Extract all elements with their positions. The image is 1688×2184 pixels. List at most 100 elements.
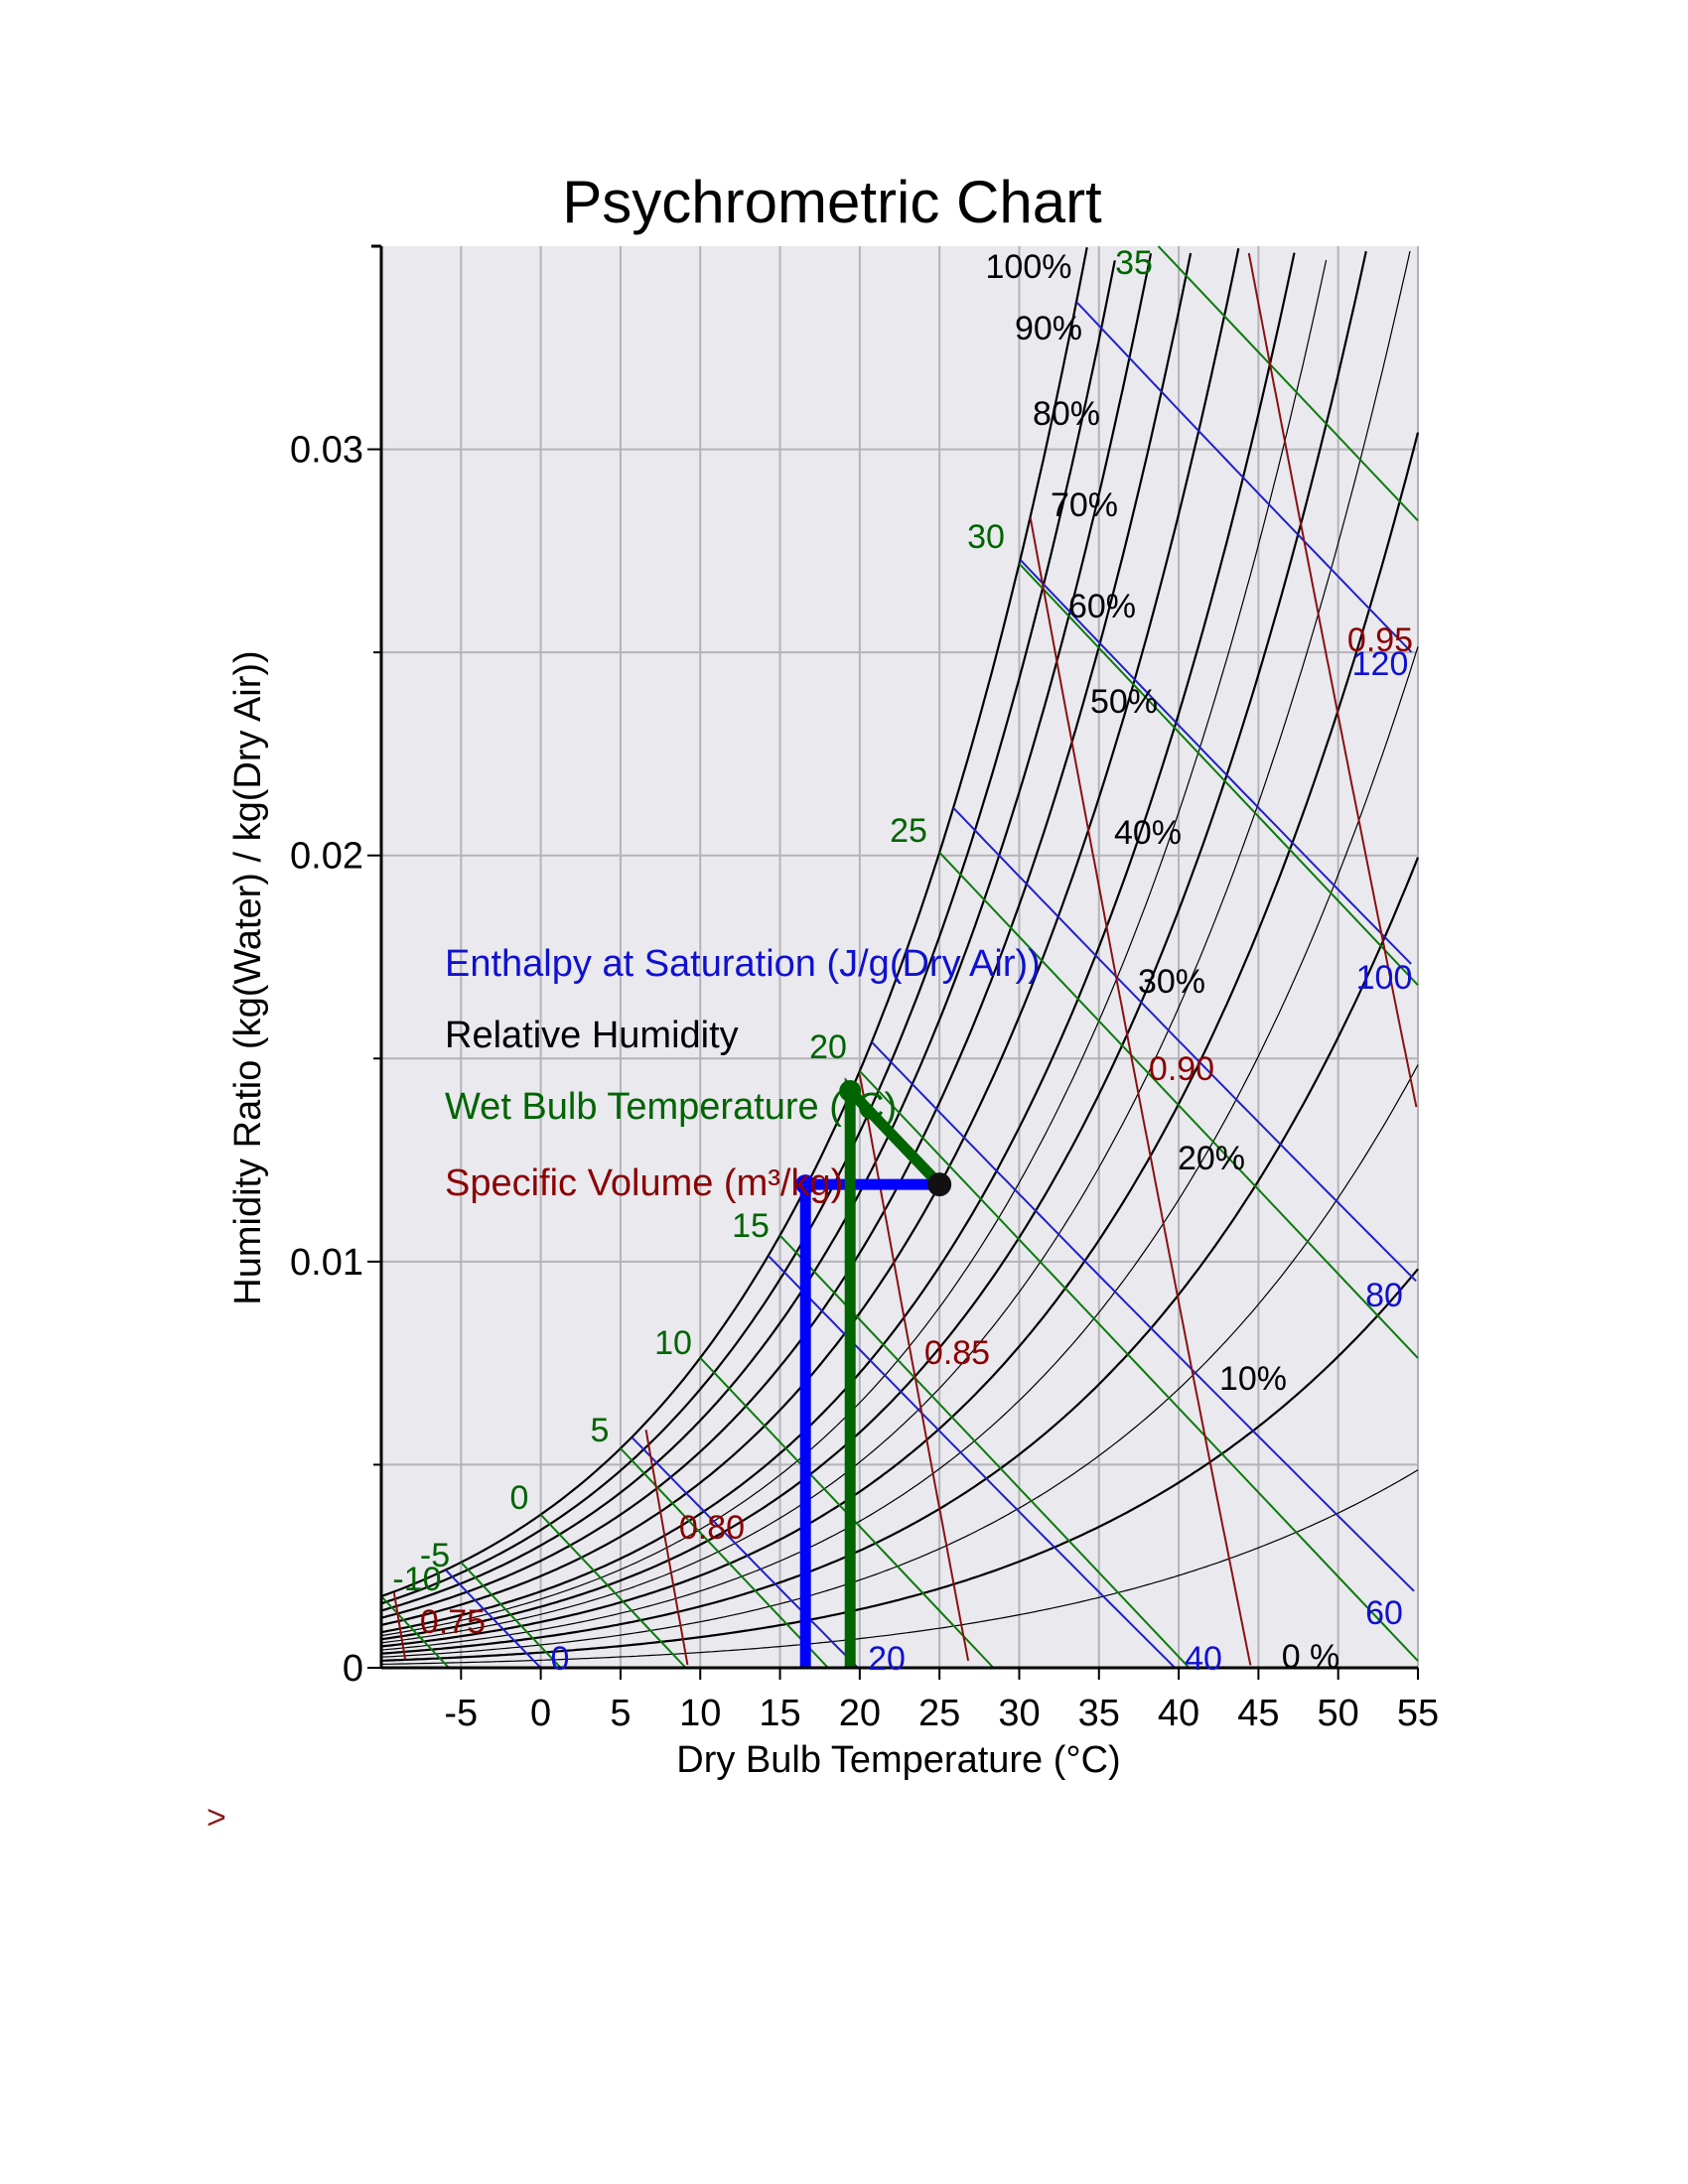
enthalpy-label: 100 (1356, 959, 1413, 997)
enthalpy-label: 120 (1352, 645, 1409, 683)
enthalpy-label: 0 (551, 1640, 570, 1678)
rh-curve-minor (380, 250, 1411, 1644)
wet-bulb-line-35 (1157, 245, 1419, 522)
x-tick-label: 15 (759, 1693, 800, 1734)
wet-bulb-label: 35 (1115, 244, 1153, 282)
x-tick-label: 0 (530, 1693, 551, 1734)
legend-wet-bulb: Wet Bulb Temperature (°C) (445, 1086, 897, 1128)
enthalpy-line-20 (631, 1436, 859, 1669)
enthalpy-line-40 (768, 1255, 1176, 1669)
grid (381, 246, 1419, 1668)
legend-enthalpy: Enthalpy at Saturation (J/g(Dry Air)) (445, 943, 1041, 985)
rh-curve-80 (380, 253, 1153, 1612)
curve-layer (380, 245, 1420, 1669)
y-tick-label: 0.02 (290, 836, 363, 878)
rh-curve-90 (380, 260, 1116, 1605)
wet-bulb-label: 15 (732, 1207, 770, 1245)
chart-title: Psychrometric Chart (562, 169, 1102, 235)
enthalpy-label: 60 (1365, 1594, 1403, 1632)
enthalpy-line-120 (1075, 301, 1413, 653)
x-tick-label: -5 (444, 1693, 478, 1734)
rh-label: 100% (986, 248, 1072, 286)
wet-bulb-label: 25 (890, 812, 927, 850)
rh-label: 80% (1033, 395, 1100, 433)
rh-curve-70 (380, 252, 1193, 1619)
prompt-symbol: > (207, 1799, 226, 1837)
specific-volume-label: 0.75 (420, 1603, 486, 1641)
y-tick-label: 0.03 (290, 430, 363, 472)
rh-curve-20 (380, 857, 1420, 1655)
specific-volume-line-0.85 (858, 1074, 970, 1662)
specific-volume-line-0.95 (1247, 252, 1418, 1108)
x-tick-label: 25 (918, 1693, 960, 1734)
rh-label: 90% (1015, 310, 1082, 347)
legend: Enthalpy at Saturation (J/g(Dry Air)) Re… (445, 943, 1041, 1204)
x-axis-label: Dry Bulb Temperature (°C) (676, 1739, 1120, 1781)
wet-bulb-line-20 (859, 1070, 1419, 1662)
x-tick-label: 35 (1078, 1693, 1120, 1734)
rh-label: 30% (1138, 963, 1205, 1001)
x-tick-label: 5 (610, 1693, 631, 1734)
rh-label: 10% (1219, 1360, 1287, 1398)
process-path-layer (795, 1077, 952, 1668)
rh-label: 60% (1068, 588, 1136, 625)
wet-bulb-label: 20 (809, 1028, 847, 1066)
wet-bulb-label: 0 (510, 1479, 529, 1517)
legend-specific-volume: Specific Volume (m³/kg) (445, 1162, 843, 1204)
enthalpy-line-0 (445, 1569, 542, 1669)
wet-bulb-line-0 (539, 1514, 687, 1669)
rh-curve-40 (380, 250, 1367, 1641)
x-tick-label: 10 (679, 1693, 721, 1734)
legend-relative-humidity: Relative Humidity (445, 1015, 739, 1056)
state-point-marker (927, 1172, 952, 1197)
wet-bulb-line--5 (460, 1562, 562, 1669)
x-tick-label: 45 (1237, 1693, 1279, 1734)
enthalpy-line-100 (1019, 559, 1412, 965)
rh-label: 0 % (1282, 1638, 1340, 1676)
plot-area (381, 246, 1418, 1668)
wet-bulb-label: -10 (392, 1561, 441, 1598)
enthalpy-label: 20 (868, 1640, 906, 1678)
y-tick-label: 0.01 (290, 1242, 363, 1284)
specific-volume-label: 0.95 (1347, 621, 1413, 659)
rh-label: 50% (1090, 683, 1158, 721)
specific-volume-label: 0.80 (679, 1509, 745, 1547)
rh-label: 20% (1178, 1140, 1245, 1177)
y-tick-label: 0 (343, 1648, 363, 1690)
rh-label: 40% (1114, 814, 1182, 852)
wet-bulb-label: -5 (420, 1537, 450, 1574)
rh-curve-50 (380, 252, 1296, 1634)
specific-volume-line-0.8 (644, 1430, 689, 1666)
enthalpy-line-60 (871, 1041, 1415, 1592)
wet-bulb-marker (839, 1080, 862, 1103)
specific-volume-label: 0.85 (924, 1334, 990, 1372)
rh-curve-30 (380, 432, 1420, 1648)
enthalpy-label: 80 (1365, 1277, 1403, 1314)
enthalpy-line-80 (952, 807, 1417, 1283)
enthalpy-label: 40 (1185, 1640, 1222, 1678)
dew-point-marker (795, 1174, 816, 1195)
rh-curve-10 (380, 1268, 1419, 1662)
rh-curve-minor (380, 646, 1419, 1651)
curve-labels: 100% 90% 80% 70% 60% 50% 40% 30% 20% 10% 0 % -10-5 0… (392, 244, 1413, 1678)
wet-bulb-line-30 (1018, 563, 1419, 986)
specific-volume-line-0.9 (1029, 517, 1252, 1666)
wet-bulb-label: 30 (967, 518, 1005, 556)
wet-bulb-line-25 (938, 852, 1419, 1359)
wet-bulb-label: 10 (654, 1324, 692, 1362)
specific-volume-line-0.75 (392, 1592, 407, 1660)
rh-label: 70% (1051, 486, 1118, 524)
wet-bulb-label: 5 (591, 1412, 610, 1449)
rh-curve-100 (380, 246, 1088, 1598)
x-tick-label: 40 (1158, 1693, 1199, 1734)
x-tick-label: 20 (839, 1693, 881, 1734)
x-tick-label: 50 (1318, 1693, 1359, 1734)
wet-bulb-line--10 (380, 1595, 450, 1669)
rh-curve-minor (380, 1064, 1419, 1658)
x-tick-label: 55 (1397, 1693, 1439, 1734)
y-axis-label: Humidity Ratio (kg(Water) / kg(Dry Air)) (227, 650, 269, 1304)
specific-volume-label: 0.90 (1149, 1050, 1214, 1088)
x-tick-label: 30 (998, 1693, 1040, 1734)
